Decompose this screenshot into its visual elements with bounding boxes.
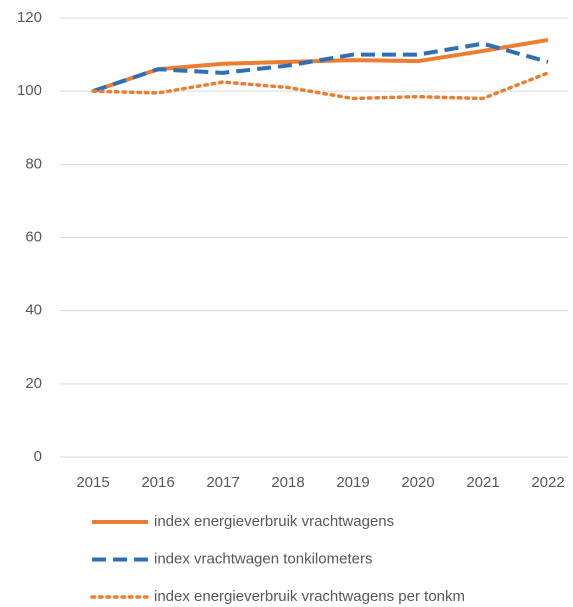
series-line bbox=[91, 71, 550, 101]
y-tick-label: 100 bbox=[17, 82, 42, 99]
y-tick-label: 0 bbox=[34, 448, 42, 465]
x-tick-label: 2016 bbox=[141, 474, 174, 491]
legend-label: index energieverbruik vrachtwagens bbox=[154, 513, 394, 530]
x-tick-label: 2022 bbox=[531, 474, 564, 491]
y-tick-label: 80 bbox=[25, 155, 42, 172]
x-tick-label: 2020 bbox=[401, 474, 434, 491]
x-tick-label: 2018 bbox=[271, 474, 304, 491]
legend-label: index energieverbruik vrachtwagens per t… bbox=[154, 588, 465, 605]
legend-label: index vrachtwagen tonkilometers bbox=[154, 550, 372, 567]
x-tick-label: 2021 bbox=[466, 474, 499, 491]
y-tick-label: 120 bbox=[17, 9, 42, 26]
x-tick-label: 2019 bbox=[336, 474, 369, 491]
series-line bbox=[92, 41, 549, 94]
y-tick-label: 40 bbox=[25, 302, 42, 319]
x-tick-label: 2015 bbox=[76, 474, 109, 491]
series-line bbox=[92, 37, 549, 94]
y-tick-label: 20 bbox=[25, 375, 42, 392]
x-tick-label: 2017 bbox=[206, 474, 239, 491]
y-tick-label: 60 bbox=[25, 228, 42, 245]
